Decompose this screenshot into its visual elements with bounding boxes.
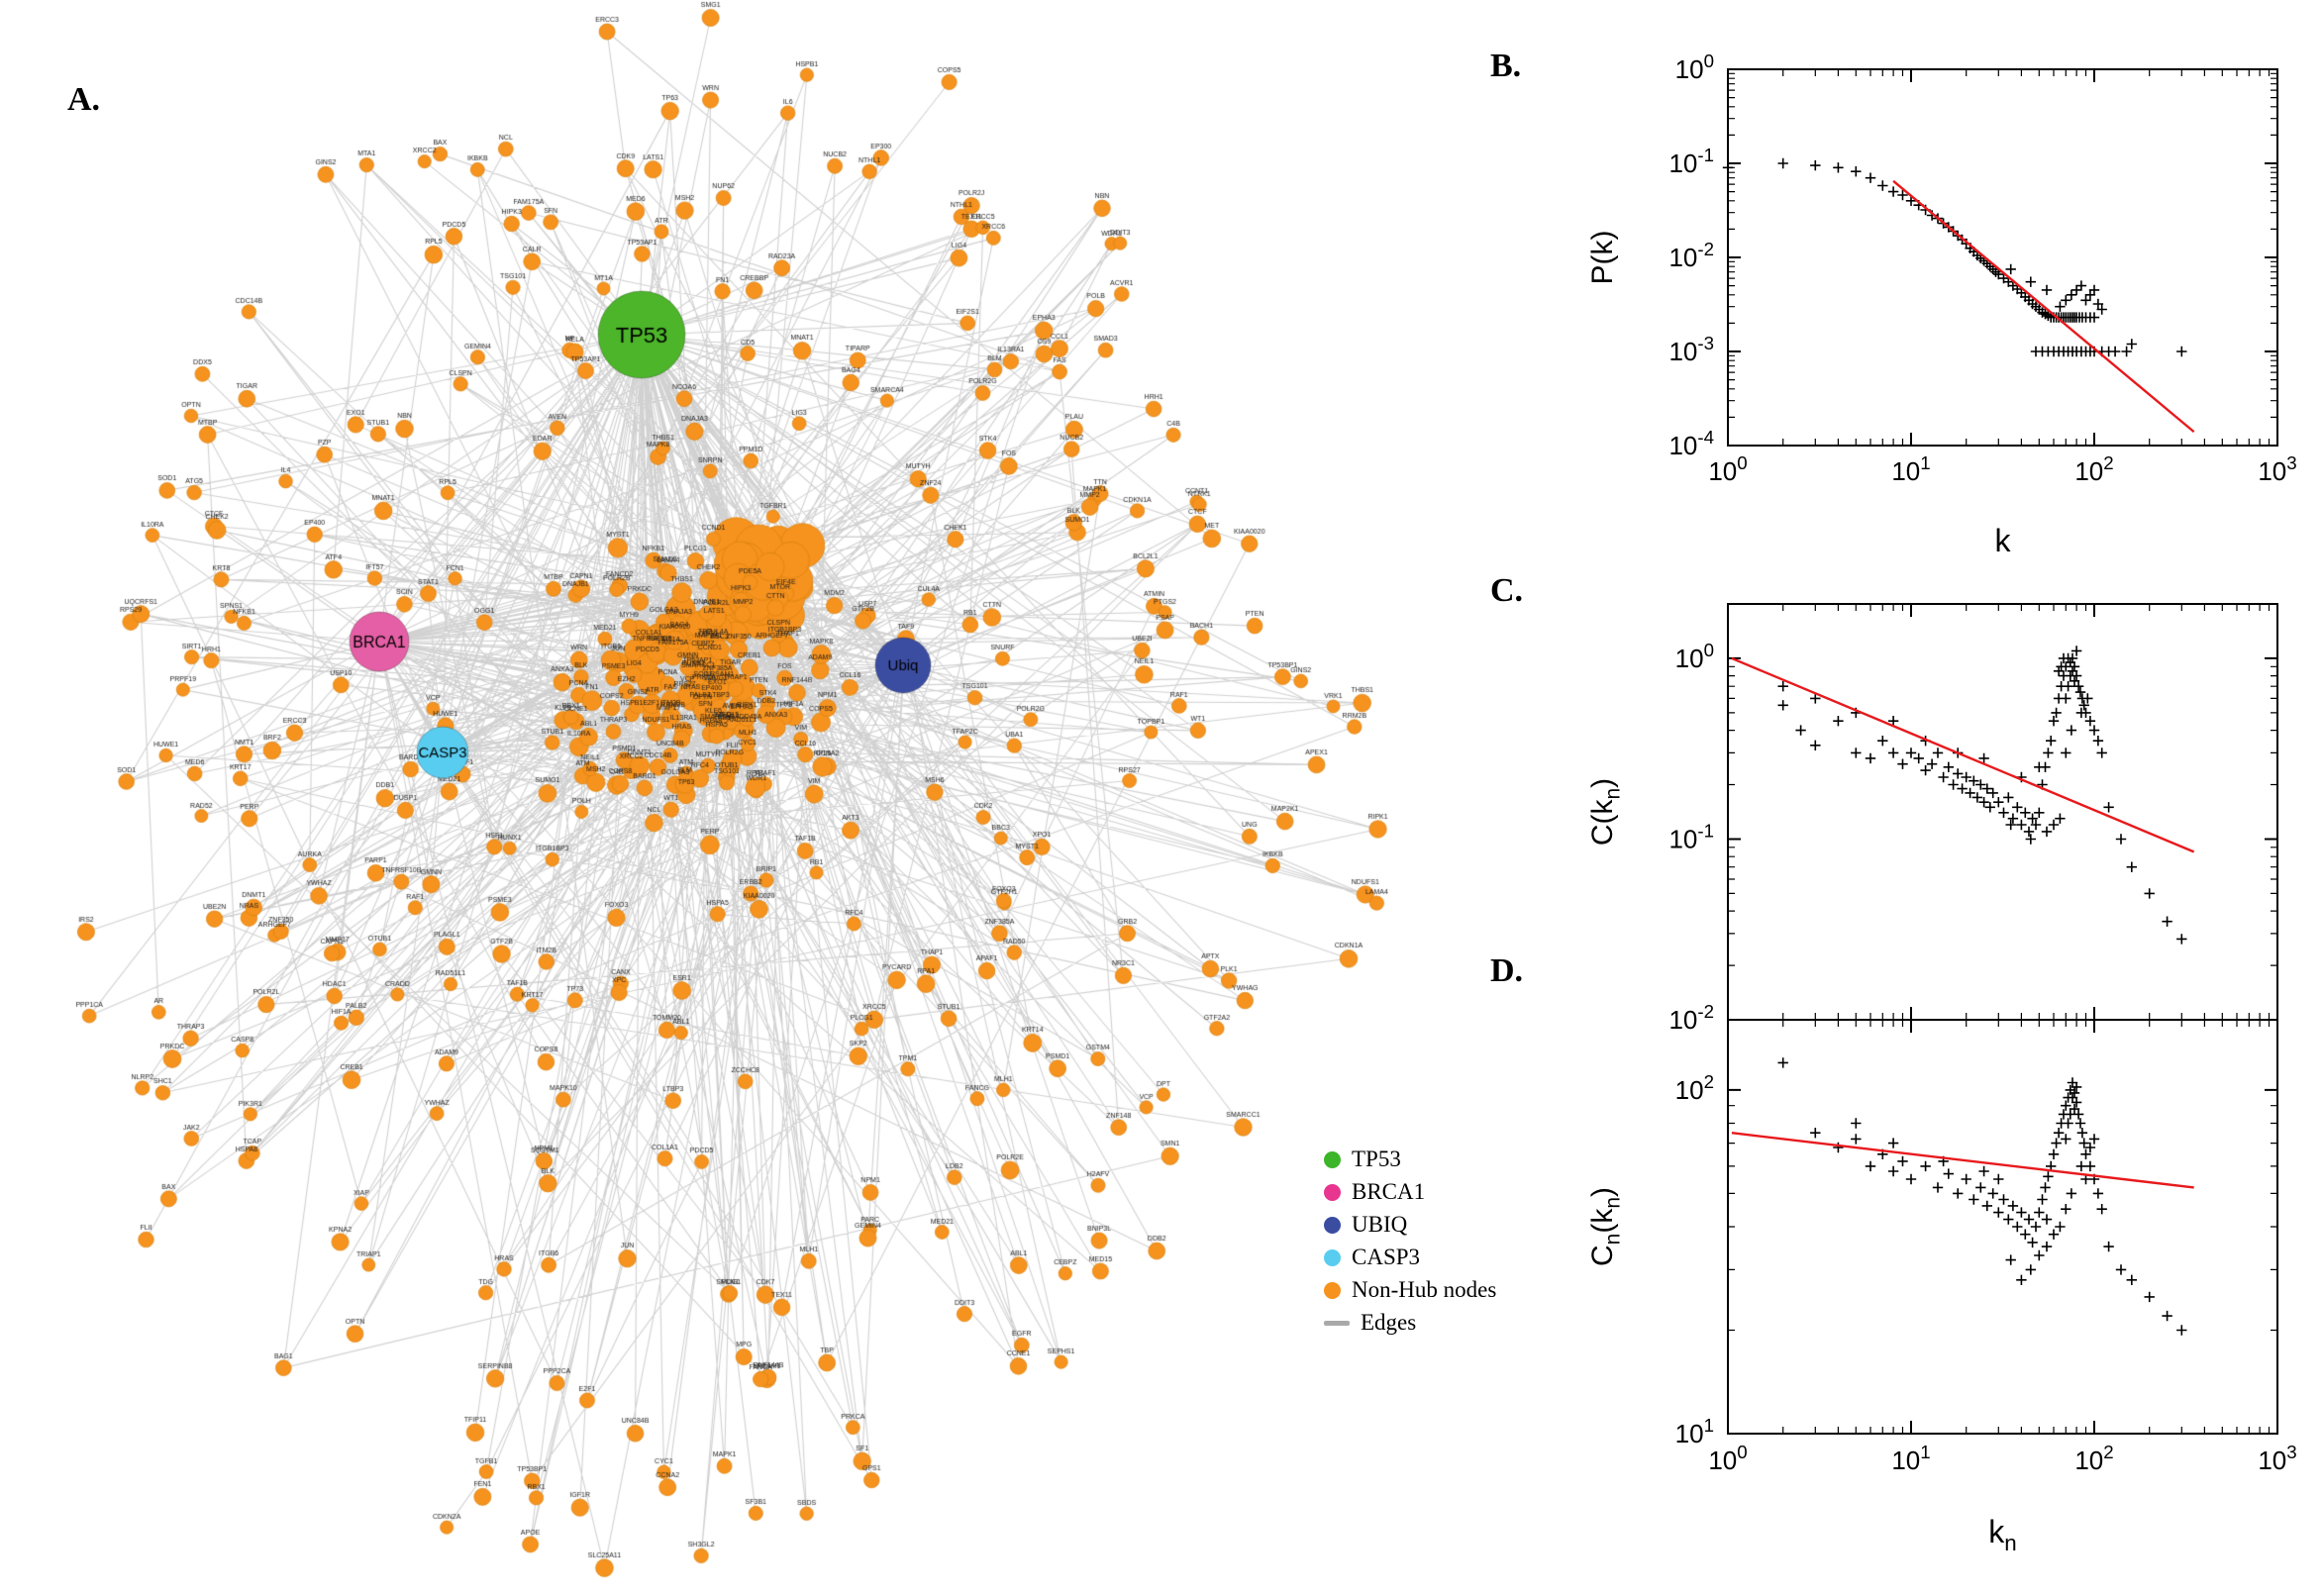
node-swatch-icon bbox=[1324, 1248, 1341, 1266]
svg-text:10-4: 10-4 bbox=[1668, 427, 1714, 460]
legend-item: Non-Hub nodes bbox=[1324, 1277, 1496, 1303]
svg-text:103: 103 bbox=[2258, 1442, 2296, 1475]
node-swatch-icon bbox=[1324, 1281, 1341, 1299]
edge-swatch-icon bbox=[1324, 1320, 1350, 1326]
legend-item-label: BRCA1 bbox=[1352, 1179, 1426, 1204]
legend-item-label: Edges bbox=[1361, 1310, 1417, 1335]
panel-d-label: D. bbox=[1490, 952, 1524, 989]
node-swatch-icon bbox=[1324, 1150, 1341, 1168]
panel-c-label: C. bbox=[1490, 572, 1524, 609]
svg-text:k: k bbox=[1995, 523, 2012, 558]
svg-text:100: 100 bbox=[1708, 452, 1747, 486]
legend-item: CASP3 bbox=[1324, 1245, 1496, 1270]
legend-item: UBIQ bbox=[1324, 1212, 1496, 1238]
legend-item-label: Non-Hub nodes bbox=[1352, 1277, 1497, 1302]
legend: TP53 BRCA1 UBIQ CASP3 Non-Hub nodes Edges bbox=[1324, 1147, 1496, 1343]
svg-text:kn: kn bbox=[1988, 1514, 2016, 1555]
svg-text:102: 102 bbox=[1675, 1071, 1714, 1105]
legend-item: Edges bbox=[1324, 1310, 1496, 1336]
svg-text:101: 101 bbox=[1675, 1415, 1714, 1448]
svg-text:102: 102 bbox=[2074, 1442, 2113, 1475]
node-swatch-icon bbox=[1324, 1183, 1341, 1201]
svg-text:102: 102 bbox=[2074, 452, 2113, 486]
svg-text:C(kn): C(kn) bbox=[1586, 778, 1625, 846]
svg-text:10-2: 10-2 bbox=[1668, 239, 1714, 272]
svg-text:10-1: 10-1 bbox=[1668, 145, 1714, 178]
svg-text:100: 100 bbox=[1675, 50, 1714, 84]
svg-text:101: 101 bbox=[1891, 1442, 1930, 1475]
svg-text:10-3: 10-3 bbox=[1668, 333, 1714, 366]
svg-text:P(k): P(k) bbox=[1586, 231, 1619, 285]
svg-text:100: 100 bbox=[1675, 640, 1714, 673]
legend-item: TP53 bbox=[1324, 1147, 1496, 1172]
legend-item-label: CASP3 bbox=[1352, 1245, 1421, 1269]
svg-text:Cn(kn): Cn(kn) bbox=[1586, 1187, 1625, 1266]
legend-item-label: UBIQ bbox=[1352, 1212, 1408, 1237]
svg-text:10-1: 10-1 bbox=[1668, 821, 1714, 854]
panel-b-label: B. bbox=[1490, 48, 1522, 84]
svg-text:100: 100 bbox=[1708, 1442, 1747, 1475]
node-swatch-icon bbox=[1324, 1216, 1341, 1234]
legend-item-label: TP53 bbox=[1352, 1147, 1401, 1171]
plot-clustering-coefficient: 100 10-1 10-2 C(kn) bbox=[1586, 603, 2278, 1035]
svg-text:103: 103 bbox=[2258, 452, 2296, 486]
svg-text:101: 101 bbox=[1891, 452, 1930, 486]
network-graph bbox=[0, 0, 1485, 1596]
legend-item: BRCA1 bbox=[1324, 1179, 1496, 1205]
svg-text:10-2: 10-2 bbox=[1668, 1001, 1714, 1035]
plot-degree-distribution: 100 101 102 103 100 10-1 10-2 10-3 10-4 k P(k) bbox=[1586, 50, 2297, 558]
